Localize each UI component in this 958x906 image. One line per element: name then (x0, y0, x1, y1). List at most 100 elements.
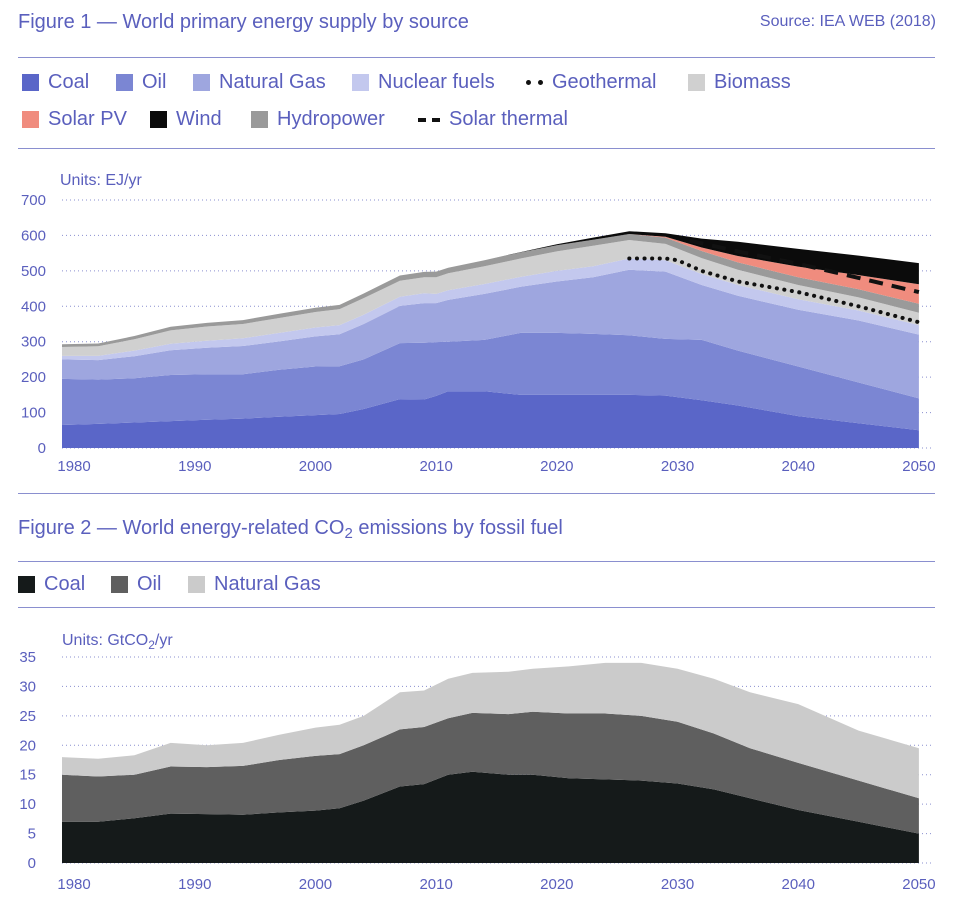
area-natural-gas (62, 269, 919, 399)
legend-item-oil: Oil (116, 71, 166, 94)
legend-label: Solar PV (48, 108, 127, 130)
y-tick-label: 500 (21, 263, 46, 280)
figure1-source: Source: IEA WEB (2018) (759, 13, 936, 30)
y-tick-label: 35 (19, 649, 36, 666)
y-axis: 0 5 10 15 20 25 30 35 (19, 649, 36, 872)
figure2-title: Figure 2 — World energy-related CO2 emis… (18, 517, 563, 542)
figure1-units: Units: EJ/yr (60, 172, 142, 189)
x-tick-label: 2000 (299, 876, 332, 893)
legend-swatch (188, 576, 205, 593)
legend-swatch (111, 576, 128, 593)
area-natural-gas (62, 662, 919, 799)
legend-label: Geothermal (552, 71, 657, 93)
legend-item-nuclear-fuels: Nuclear fuels (352, 71, 495, 94)
legend-swatch (251, 111, 268, 128)
legend-label: Natural Gas (219, 71, 326, 93)
y-tick-label: 200 (21, 369, 46, 386)
y-tick-label: 20 (19, 737, 36, 754)
y-tick-label: 600 (21, 227, 46, 244)
legend-swatch (18, 576, 35, 593)
x-axis: 1980 1990 2000 2010 2020 2030 2040 2050 (57, 458, 935, 475)
area-oil (62, 332, 919, 431)
area-biomass (62, 240, 919, 356)
line-geothermal (627, 256, 921, 325)
area-oil (62, 711, 919, 834)
y-tick-label: 0 (28, 855, 36, 872)
x-tick-label: 2030 (661, 458, 694, 475)
x-tick-label: 2020 (540, 876, 573, 893)
y-tick-label: 300 (21, 334, 46, 351)
y-tick-label: 700 (21, 192, 46, 209)
line-solar-thermal (689, 238, 920, 295)
x-tick-label: 2050 (902, 876, 935, 893)
legend-label: Coal (48, 71, 90, 93)
legend-label: Biomass (714, 71, 791, 93)
legend-item-solar-thermal: Solar thermal (418, 108, 568, 131)
area-hydropower (62, 234, 919, 347)
legend-swatch (688, 74, 705, 91)
divider (18, 561, 935, 562)
legend-item-geothermal: Geothermal (526, 71, 657, 94)
legend-label: Nuclear fuels (378, 71, 495, 93)
divider (18, 607, 935, 608)
x-tick-label: 2040 (782, 876, 815, 893)
units-subscript: 2 (148, 638, 155, 652)
legend-item-natural-gas: Natural Gas (193, 71, 326, 94)
legend-label: Coal (44, 573, 86, 595)
legend-label: Oil (142, 71, 167, 93)
x-tick-label: 2040 (782, 458, 815, 475)
legend-swatch (22, 74, 39, 91)
legend-label: Natural Gas (214, 573, 321, 595)
x-tick-label: 2000 (299, 458, 332, 475)
area-layers (62, 231, 919, 448)
x-tick-label: 1980 (57, 876, 90, 893)
y-tick-label: 400 (21, 298, 46, 315)
legend-swatch (116, 74, 133, 91)
figure2-chart: Units: GtCO2/yr 0 5 10 15 20 25 30 35 1980 1990 2… (19, 632, 935, 893)
divider (18, 148, 935, 149)
legend-swatch (150, 111, 167, 128)
x-tick-label: 1990 (178, 876, 211, 893)
legend-dots-icon (526, 74, 543, 91)
y-tick-label: 15 (19, 767, 36, 784)
x-tick-label: 2020 (540, 458, 573, 475)
legend-item-natural-gas: Natural Gas (188, 573, 321, 596)
y-tick-label: 0 (38, 440, 46, 457)
figure2-title-main: Figure 2 — World energy-related CO (18, 517, 345, 539)
figure1-chart: Units: EJ/yr 0 100 200 300 400 500 600 700 1980… (21, 172, 936, 475)
figure2-units: Units: GtCO2/yr (62, 632, 173, 652)
legend-item-solar-pv: Solar PV (22, 108, 127, 131)
legend-item-hydropower: Hydropower (251, 108, 385, 131)
area-coal (62, 771, 919, 863)
area-layers (62, 662, 919, 863)
x-tick-label: 1980 (57, 458, 90, 475)
x-tick-label: 2030 (661, 876, 694, 893)
y-tick-label: 5 (28, 826, 36, 843)
units-tail: /yr (155, 632, 173, 649)
legend-label: Hydropower (277, 108, 385, 130)
figure1-title: Figure 1 — World primary energy supply b… (18, 11, 469, 33)
legend-item-oil: Oil (111, 573, 161, 596)
figure2-title-subscript: 2 (344, 524, 353, 542)
legend-item-coal: Coal (22, 71, 89, 94)
area-coal (62, 391, 919, 448)
units-text: Units: GtCO (62, 632, 148, 649)
y-tick-label: 30 (19, 678, 36, 695)
legend-label: Solar thermal (449, 108, 568, 130)
legend-item-coal: Coal (18, 573, 85, 596)
x-tick-label: 2010 (419, 458, 452, 475)
legend-label: Wind (176, 108, 222, 130)
legend-label: Oil (137, 573, 162, 595)
legend-swatch (352, 74, 369, 91)
legend-swatch (22, 111, 39, 128)
y-tick-label: 100 (21, 405, 46, 422)
y-tick-label: 10 (19, 796, 36, 813)
y-axis: 0 100 200 300 400 500 600 700 (21, 192, 46, 457)
legend-dash-icon (418, 111, 440, 128)
x-tick-label: 2010 (419, 876, 452, 893)
overlay-lines (627, 238, 921, 325)
legend-item-wind: Wind (150, 108, 222, 131)
legend-item-biomass: Biomass (688, 71, 791, 94)
area-nuclear-fuels (62, 258, 919, 361)
y-tick-label: 25 (19, 708, 36, 725)
